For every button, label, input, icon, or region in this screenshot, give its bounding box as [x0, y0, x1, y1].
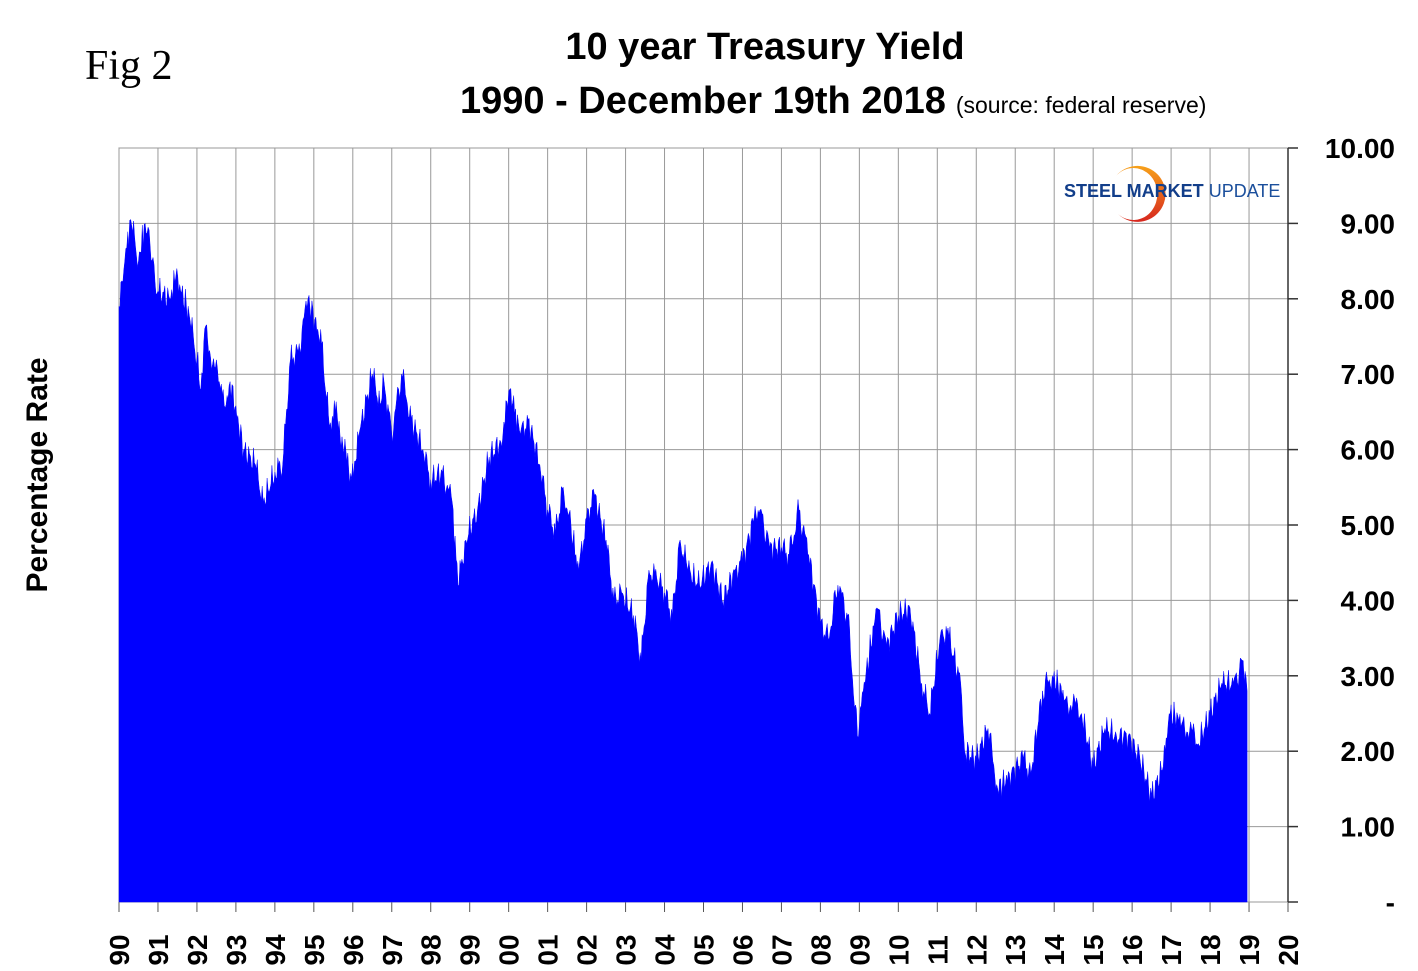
x-tick-label: 13: [1000, 934, 1031, 965]
x-tick-label: 95: [299, 934, 330, 965]
y-tick-label: 8.00: [1341, 284, 1396, 315]
figure-label: Fig 2: [85, 43, 173, 89]
x-tick-label: 00: [494, 934, 525, 965]
x-tick-label: 20: [1273, 934, 1304, 965]
steel-market-update-logo: STEEL MARKET UPDATE: [1064, 162, 1284, 222]
y-tick-label: 4.00: [1341, 585, 1396, 616]
x-tick-label: 97: [377, 934, 408, 965]
x-tick-label: 01: [533, 934, 564, 965]
x-tick-label: 93: [221, 934, 252, 965]
x-tick-label: 07: [766, 934, 797, 965]
source-note: (source: federal reserve): [955, 92, 1207, 118]
chart-subtitle: 1990 - December 19th 2018 (source: federa…: [460, 80, 1206, 123]
x-tick-label: 99: [455, 934, 486, 965]
x-tick-label: 18: [1195, 934, 1226, 965]
x-tick-label: 02: [572, 934, 603, 965]
logo-bold-text: STEEL MARKET: [1064, 181, 1204, 201]
x-tick-label: 19: [1234, 934, 1265, 965]
chart-title: 10 year Treasury Yield: [565, 26, 965, 68]
y-tick-label: 9.00: [1341, 208, 1396, 239]
x-tick-label: 90: [104, 934, 135, 965]
x-tick-label: 06: [727, 934, 758, 965]
x-tick-label: 03: [611, 934, 642, 965]
x-tick-label: 15: [1078, 934, 1109, 965]
x-tick-label: 17: [1156, 934, 1187, 965]
x-tick-label: 94: [260, 934, 291, 966]
logo-swoosh-icon: [1116, 165, 1166, 222]
y-tick-label: 5.00: [1341, 510, 1396, 541]
subtitle-text: 1990 - December 19th 2018: [460, 80, 946, 122]
x-tick-label: 12: [961, 934, 992, 965]
x-tick-label: 04: [650, 934, 681, 966]
x-tick-label: 09: [844, 934, 875, 965]
x-tick-label: 11: [922, 935, 953, 965]
y-tick-label: 3.00: [1341, 661, 1396, 692]
x-tick-label: 05: [689, 934, 720, 965]
y-tick-label: 6.00: [1341, 435, 1396, 466]
x-tick-label: 16: [1117, 934, 1148, 965]
x-tick-label: 10: [883, 934, 914, 965]
x-tick-label: 92: [182, 934, 213, 965]
x-tick-label: 14: [1039, 934, 1070, 966]
x-tick-label: 08: [805, 934, 836, 965]
x-tick-label: 98: [416, 934, 447, 965]
y-tick-label: -: [1386, 887, 1395, 918]
yield-area: [118, 219, 1248, 903]
x-tick-label: 91: [143, 934, 174, 965]
x-tick-label: 96: [338, 934, 369, 965]
y-tick-label: 2.00: [1341, 736, 1396, 767]
logo-light-text: UPDATE: [1208, 181, 1281, 201]
y-tick-label: 7.00: [1341, 359, 1396, 390]
y-tick-label: 10.00: [1325, 133, 1395, 164]
y-tick-label: 1.00: [1341, 812, 1396, 843]
